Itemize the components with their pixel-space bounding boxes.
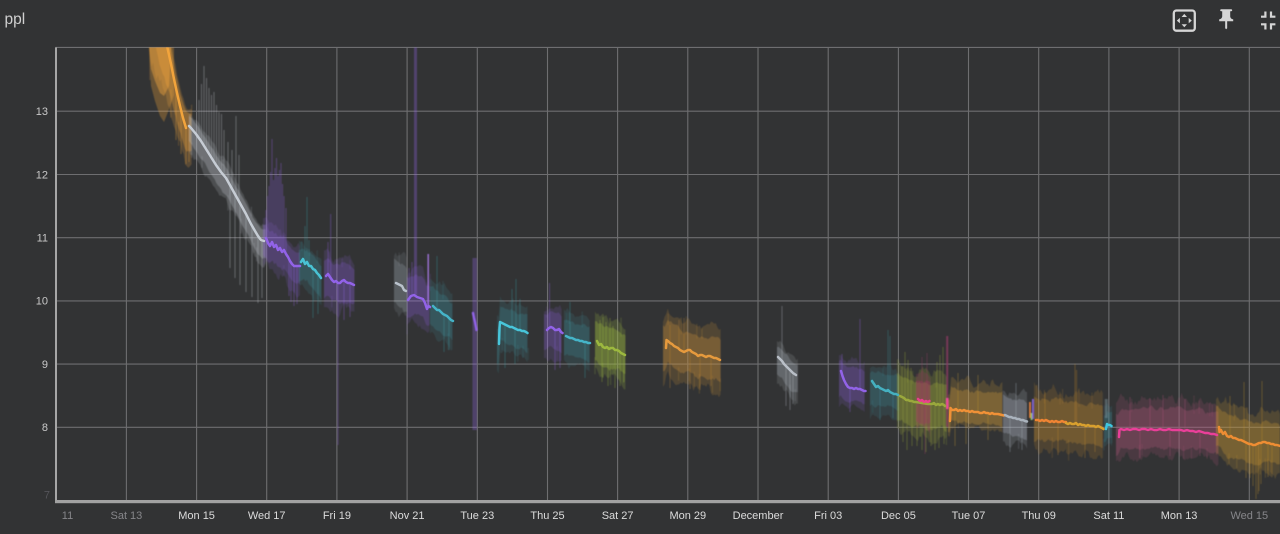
svg-text:Wed 15: Wed 15 [1230, 510, 1268, 522]
svg-text:Sat 27: Sat 27 [602, 510, 634, 522]
svg-text:10: 10 [36, 296, 48, 308]
svg-text:Fri 03: Fri 03 [814, 510, 842, 522]
svg-text:ppl: ppl [5, 11, 26, 28]
svg-text:12: 12 [36, 169, 48, 181]
svg-text:Sat 11: Sat 11 [1093, 510, 1124, 522]
svg-text:Thu 25: Thu 25 [530, 510, 564, 522]
svg-text:Sat 13: Sat 13 [110, 510, 142, 522]
svg-text:13: 13 [36, 106, 48, 118]
svg-text:11: 11 [37, 233, 48, 245]
svg-text:Mon 13: Mon 13 [1161, 510, 1198, 522]
svg-text:8: 8 [42, 422, 48, 434]
svg-text:Wed 17: Wed 17 [248, 510, 286, 522]
svg-text:Tue 23: Tue 23 [460, 510, 494, 522]
svg-text:Tue 07: Tue 07 [952, 510, 986, 522]
svg-text:December: December [733, 510, 784, 522]
svg-text:9: 9 [42, 359, 48, 371]
svg-text:11: 11 [62, 510, 73, 522]
svg-text:7: 7 [44, 490, 50, 502]
svg-text:Mon 15: Mon 15 [178, 510, 215, 522]
svg-text:Dec 05: Dec 05 [881, 510, 916, 522]
svg-text:Thu 09: Thu 09 [1022, 510, 1056, 522]
svg-text:Fri 19: Fri 19 [323, 510, 351, 522]
svg-text:Mon 29: Mon 29 [669, 510, 706, 522]
svg-text:Nov 21: Nov 21 [390, 510, 425, 522]
